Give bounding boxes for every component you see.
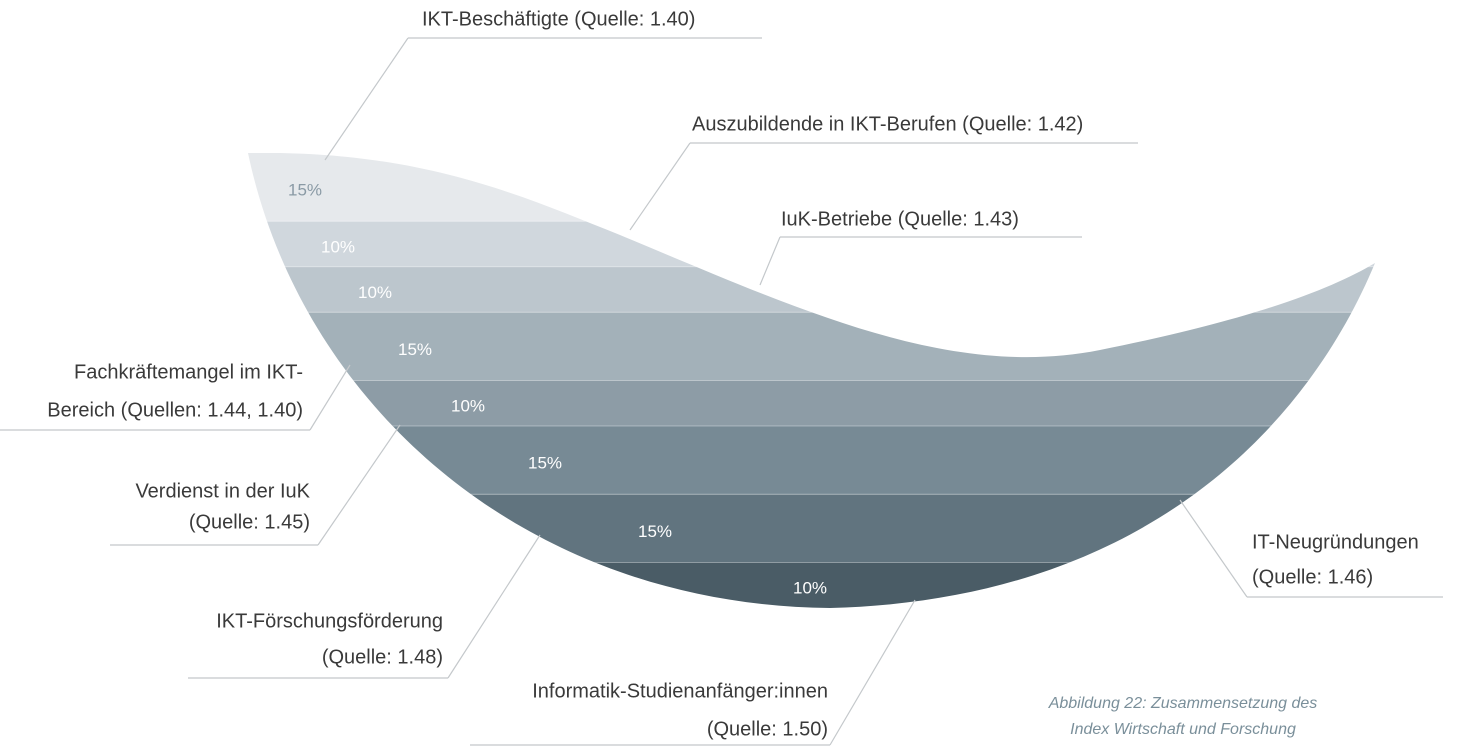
percent-label: 10% — [451, 397, 485, 416]
leader-line — [317, 424, 401, 546]
leader-line — [829, 599, 916, 746]
callout-label: Bereich (Quellen: 1.44, 1.40) — [47, 399, 303, 421]
leader-line — [447, 534, 541, 679]
callout-label: (Quelle: 1.46) — [1252, 566, 1373, 588]
percent-label: 15% — [288, 181, 322, 200]
layer — [248, 312, 1375, 381]
callout-label: Auszubildende in IKT-Berufen (Quelle: 1.… — [692, 113, 1083, 135]
callout-label: Verdienst in der IuK — [135, 480, 310, 502]
percent-label: 15% — [398, 340, 432, 359]
leader-line — [309, 364, 351, 431]
layer — [248, 380, 1375, 426]
callout-label: IuK-Betriebe (Quelle: 1.43) — [781, 208, 1019, 230]
leader-line — [629, 142, 691, 231]
percent-label: 10% — [321, 237, 355, 256]
callout-label: (Quelle: 1.45) — [189, 511, 310, 533]
percent-label: 10% — [793, 579, 827, 598]
callout-label: (Quelle: 1.48) — [322, 646, 443, 668]
callout-label: Fachkräftemangel im IKT- — [74, 361, 303, 383]
caption: Index Wirtschaft und Forschung — [1070, 721, 1296, 738]
leader-line — [759, 236, 781, 286]
callout-label: IKT-Beschäftigte (Quelle: 1.40) — [422, 8, 695, 30]
callout-label: IT-Neugründungen — [1252, 531, 1419, 553]
percent-label: 10% — [358, 283, 392, 302]
percent-label: 15% — [638, 522, 672, 541]
leader-line — [1179, 499, 1248, 598]
percent-label: 15% — [528, 454, 562, 473]
callout-label: IKT-Förschungsförderung — [216, 610, 443, 632]
callout-label: Informatik-Studienanfänger:innen — [532, 680, 828, 702]
labels: 15% 10% 10% 15% 10% 15% 15% 10% IKT-Beschäftigte… — [0, 8, 1443, 746]
layer — [248, 426, 1375, 495]
leader-line — [324, 37, 409, 161]
callout-label: (Quelle: 1.50) — [707, 718, 828, 740]
caption: Abbildung 22: Zusammensetzung des — [1048, 695, 1318, 712]
